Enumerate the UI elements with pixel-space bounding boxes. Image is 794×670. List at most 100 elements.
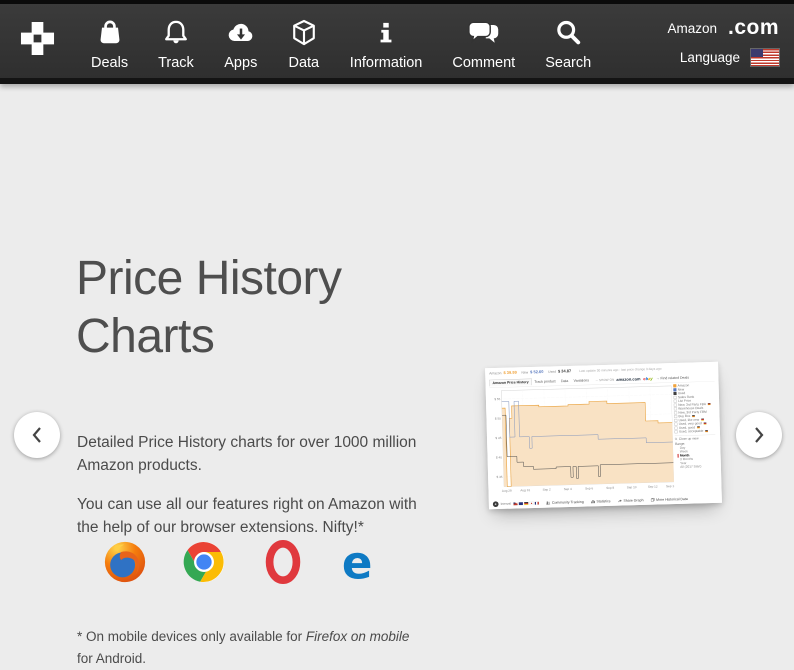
range-all: All (2017 Start) xyxy=(680,464,702,469)
toolbar-label: More Historical Data xyxy=(656,496,688,502)
magnifier-small-icon xyxy=(674,437,678,441)
legend-swatch xyxy=(673,392,677,396)
legend-swatch xyxy=(674,422,678,426)
comment-bubbles-icon xyxy=(466,13,502,53)
toolbar-label: Share Graph xyxy=(623,498,644,503)
hero-paragraph-2: You can use all our features right on Am… xyxy=(77,495,417,536)
legend-flag-icon xyxy=(701,418,704,421)
chart-legend: Amazon New Used Sales Rank List Price Ne… xyxy=(671,383,717,495)
legend-swatch xyxy=(673,388,677,392)
amazon-price-label: Amazon xyxy=(489,371,502,376)
keepa-logo[interactable] xyxy=(0,4,76,78)
nav-label: Search xyxy=(545,55,592,71)
keepa-mini-logo: + xyxy=(492,501,499,508)
nav-item-deals[interactable]: Deals xyxy=(76,4,143,78)
community-people-icon xyxy=(546,501,551,505)
tab-variations: Variations xyxy=(573,378,589,383)
last-update-note: Last update 30 minutes ago - last price … xyxy=(579,367,662,373)
hero-section: Price History Charts Detailed Price Hist… xyxy=(0,84,794,666)
keepa-plus-icon xyxy=(20,21,55,61)
chrome-icon[interactable] xyxy=(181,539,227,585)
uk-flag-icon xyxy=(518,502,523,505)
amazon-label: Amazon xyxy=(667,20,717,36)
nav-label: Information xyxy=(349,55,423,71)
us-flag-icon xyxy=(751,49,779,66)
carousel-next-button[interactable] xyxy=(736,412,782,458)
fr-flag-icon xyxy=(534,501,539,505)
legend-swatch xyxy=(673,407,677,411)
copy-pages-icon xyxy=(650,497,655,502)
page-title: Price History Charts xyxy=(76,250,342,366)
nav-item-comment[interactable]: Comment xyxy=(437,4,530,78)
chart-toolbar: + Interval Community Tracking Statistics xyxy=(492,495,718,508)
nav-item-information[interactable]: Information xyxy=(335,4,438,78)
svg-text:Sep 14: Sep 14 xyxy=(666,484,674,488)
data-cube-icon xyxy=(288,13,320,53)
tab-amazon-price-history: Amazon Price History xyxy=(489,378,532,387)
nav-item-track[interactable]: Track xyxy=(143,4,209,78)
nav-item-search[interactable]: Search xyxy=(530,4,606,78)
firefox-icon[interactable] xyxy=(102,539,148,585)
language-selector[interactable]: Language xyxy=(667,49,779,66)
language-label: Language xyxy=(679,50,740,65)
footnote-prefix: * On mobile devices only available for xyxy=(77,628,306,644)
legend-swatch xyxy=(673,403,677,407)
nav-label: Deals xyxy=(91,55,129,71)
svg-text:e: e xyxy=(342,539,373,585)
more-historical-data-button: More Historical Data xyxy=(650,496,688,502)
nav-item-apps[interactable]: Apps xyxy=(209,4,273,78)
apps-cloud-download-icon xyxy=(224,13,258,53)
show-on-label: → SHOW ON xyxy=(594,378,615,382)
legend-swatch xyxy=(674,415,678,419)
used-price-label: Used xyxy=(548,369,556,374)
legend-swatch xyxy=(674,418,678,422)
chart-region: $ 55 $ 50 $ 45 $ 40 $ 35 Aug 29 Aug 31 S… xyxy=(490,383,718,500)
tab-data: Data xyxy=(560,378,569,384)
statistics-bars-icon xyxy=(591,499,595,504)
edge-icon[interactable]: e xyxy=(339,536,385,589)
opera-icon[interactable] xyxy=(260,539,306,585)
carousel-prev-button[interactable] xyxy=(14,412,60,458)
navbar-right: Amazon .com Language xyxy=(667,4,794,78)
svg-text:$ 35: $ 35 xyxy=(496,475,502,479)
title-line2: Charts xyxy=(76,310,215,363)
statistics-button: Statistics xyxy=(591,499,611,504)
deals-bag-icon xyxy=(94,13,126,53)
toolbar-label: Community Tracking xyxy=(551,499,584,505)
mobile-footnote: * On mobile devices only available for F… xyxy=(77,626,425,670)
legend-swatch xyxy=(673,399,677,403)
legend-swatch xyxy=(674,430,678,434)
svg-text:Sep 12: Sep 12 xyxy=(648,485,658,489)
track-bell-icon xyxy=(160,13,192,53)
nav-label: Comment xyxy=(452,55,516,71)
price-history-chart-screenshot: Amazon $ 39.99 New $ 52.60 Used $ 34.87 … xyxy=(485,361,722,510)
svg-text:Sep 8: Sep 8 xyxy=(606,486,614,490)
legend-flag-icon xyxy=(703,422,707,425)
legend-label: Used, acceptable xyxy=(678,429,704,434)
svg-text:$ 55: $ 55 xyxy=(494,397,500,401)
legend-swatch xyxy=(674,411,678,415)
nav-item-data[interactable]: Data xyxy=(273,4,335,78)
chevron-left-icon xyxy=(32,427,41,443)
mini-chart-svg: $ 55 $ 50 $ 45 $ 40 $ 35 Aug 29 Aug 31 S… xyxy=(494,385,674,493)
legend-flag-icon xyxy=(707,403,711,406)
share-arrow-icon xyxy=(618,499,622,503)
legend-swatch xyxy=(674,426,678,430)
close-up-view-label: Close up view xyxy=(678,436,699,441)
hero-paragraph-1: Detailed Price History charts for over 1… xyxy=(77,433,417,474)
legend-flag-icon xyxy=(705,429,709,433)
svg-text:Sep 6: Sep 6 xyxy=(585,486,593,490)
information-icon xyxy=(372,13,400,53)
amazon-price-value: $ 39.99 xyxy=(503,370,517,376)
new-price-value: $ 52.60 xyxy=(530,369,544,375)
title-line1: Price History xyxy=(76,252,342,305)
range-options: Day Week Month 3 Months Year All (2017 S… xyxy=(677,445,717,469)
footnote-italic: Firefox on mobile xyxy=(305,628,410,644)
amazon-domain-selector[interactable]: Amazon .com xyxy=(667,16,779,40)
interval-flags xyxy=(513,501,539,506)
footnote-suffix: for Android. xyxy=(77,650,147,666)
nav-label: Track xyxy=(158,55,194,71)
close-up-view-toggle: Close up view xyxy=(674,436,716,441)
new-price-label: New xyxy=(521,370,529,375)
tab-track-product: Track product xyxy=(534,379,556,384)
